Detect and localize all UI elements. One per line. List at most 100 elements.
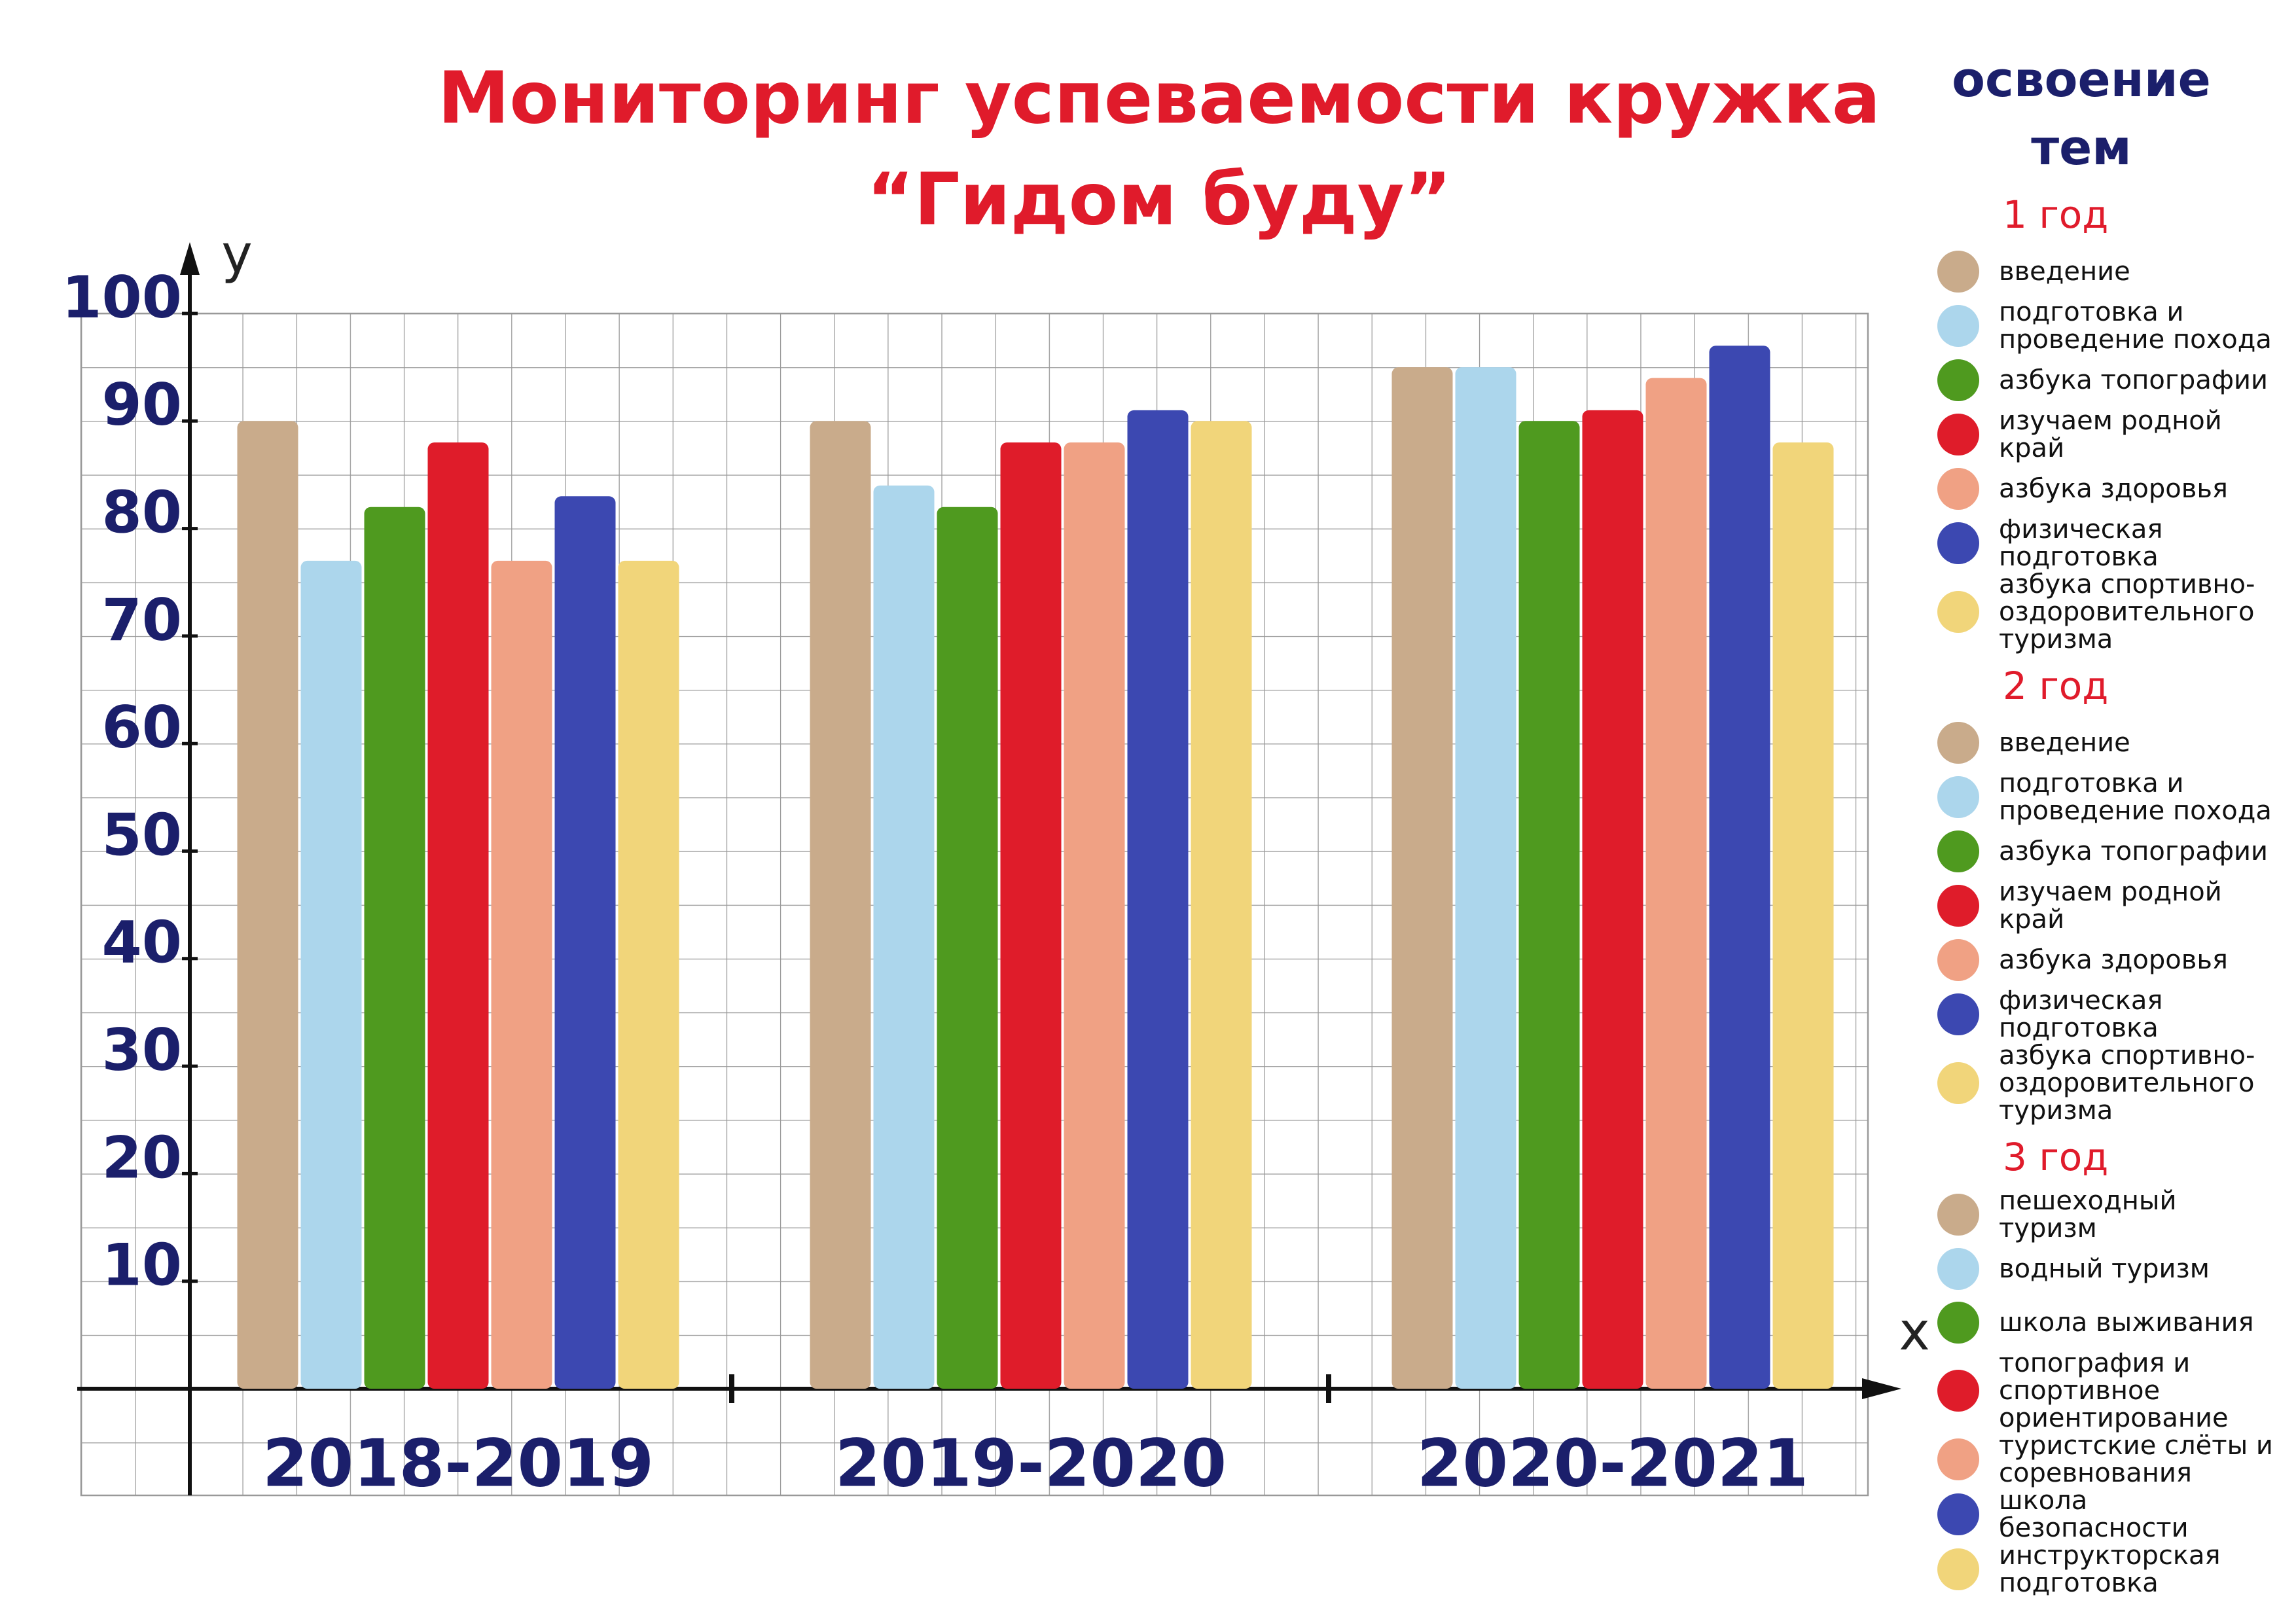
legend-swatch: [1937, 414, 1979, 455]
y-tick-label: 60: [102, 694, 182, 761]
legend-item: азбука спортивно-оздоровительного туризм…: [1937, 1042, 2278, 1124]
legend: освоение тем 1 год введение подготовка и п…: [1937, 46, 2278, 1597]
y-tick-label: 80: [102, 479, 182, 546]
legend-swatch: [1937, 251, 1979, 293]
legend-item: введение: [1937, 716, 2278, 770]
legend-swatch: [1937, 1438, 1979, 1480]
legend-item: подготовка и проведение похода: [1937, 770, 2278, 825]
bar: [1582, 410, 1643, 1389]
bar: [1709, 346, 1770, 1389]
x-tick-label: 2020-2021: [1417, 1425, 1808, 1501]
legend-swatch: [1937, 1493, 1979, 1535]
bar: [300, 560, 362, 1389]
x-tick-label: 2019-2020: [835, 1425, 1227, 1501]
y-tick-label: 50: [102, 801, 182, 868]
legend-item: туристские слёты и соревнования: [1937, 1432, 2278, 1487]
legend-item: инструкторская подготовка: [1937, 1542, 2278, 1597]
legend-item: школа безопасности: [1937, 1487, 2278, 1542]
legend-label: введение: [1999, 257, 2130, 287]
bar: [1645, 378, 1707, 1389]
legend-swatch: [1937, 522, 1979, 564]
bar: [1391, 367, 1453, 1389]
legend-swatch: [1937, 1302, 1979, 1344]
legend-item: водный туризм: [1937, 1242, 2278, 1296]
legend-swatch: [1937, 359, 1979, 401]
legend-label: школа выживания: [1999, 1308, 2254, 1338]
legend-label: школа безопасности: [1999, 1486, 2189, 1543]
legend-label: азбука здоровья: [1999, 474, 2228, 504]
bar: [1000, 442, 1062, 1389]
bar: [554, 496, 616, 1389]
legend-item: азбука топографии: [1937, 353, 2278, 407]
y-axis-label: y: [221, 224, 252, 285]
legend-swatch: [1937, 722, 1979, 764]
legend-group-title: 2 год: [2003, 664, 2109, 708]
legend-item: физическая подготовка: [1937, 987, 2278, 1042]
y-tick-label: 30: [102, 1016, 182, 1084]
legend-swatch: [1937, 993, 1979, 1035]
legend-label: физическая подготовка: [1999, 514, 2163, 572]
y-tick-label: 100: [62, 264, 182, 331]
legend-label: подготовка и проведение похода: [1999, 768, 2272, 826]
legend-label: пешеходный туризм: [1999, 1186, 2177, 1243]
x-axis-label: x: [1899, 1301, 1929, 1362]
chart-subtitle: “Гидом буду”: [867, 157, 1451, 241]
legend-label: туристские слёты и соревнования: [1999, 1431, 2273, 1488]
y-axis-arrow: [180, 242, 200, 275]
legend-swatch: [1937, 1062, 1979, 1104]
bar: [1064, 442, 1125, 1389]
legend-swatch: [1937, 1194, 1979, 1236]
y-tick-label: 70: [102, 586, 182, 654]
legend-title: освоение тем: [1952, 52, 2211, 176]
x-tick-label: 2018-2019: [262, 1425, 654, 1501]
legend-item: азбука топографии: [1937, 825, 2278, 878]
legend-label: азбука спортивно-оздоровительного туризм…: [1999, 569, 2255, 654]
legend-label: топография и спортивное ориентирование: [1999, 1348, 2229, 1433]
chart-title: Мониторинг успеваемости кружка: [438, 56, 1880, 139]
bar: [1191, 421, 1252, 1389]
legend-item: физическая подготовка: [1937, 516, 2278, 571]
bar: [873, 485, 935, 1389]
legend-label: азбука топографии: [1999, 836, 2269, 866]
bar: [810, 421, 871, 1389]
y-tick-label: 90: [102, 371, 182, 438]
legend-group-title: 1 год: [2003, 192, 2109, 237]
legend-swatch: [1937, 939, 1979, 981]
bar: [364, 507, 425, 1389]
bar: [1772, 442, 1834, 1389]
legend-swatch: [1937, 830, 1979, 872]
x-axis-arrow: [1862, 1378, 1901, 1399]
legend-swatch: [1937, 305, 1979, 347]
legend-item: изучаем родной край: [1937, 878, 2278, 933]
legend-item: топография и спортивное ориентирование: [1937, 1349, 2278, 1432]
legend-swatch: [1937, 468, 1979, 510]
bar: [1455, 367, 1516, 1389]
legend-label: изучаем родной край: [1999, 406, 2222, 463]
legend-label: инструкторская подготовка: [1999, 1541, 2221, 1598]
legend-group-title: 3 год: [2003, 1135, 2109, 1179]
legend-label: азбука спортивно-оздоровительного туризм…: [1999, 1041, 2255, 1126]
legend-label: подготовка и проведение похода: [1999, 297, 2272, 355]
legend-swatch: [1937, 776, 1979, 818]
legend-item: школа выживания: [1937, 1296, 2278, 1349]
y-tick-label: 10: [102, 1232, 182, 1299]
legend-swatch: [1937, 885, 1979, 927]
bar: [937, 507, 998, 1389]
legend-item: пешеходный туризм: [1937, 1187, 2278, 1242]
bar: [427, 442, 489, 1389]
legend-label: азбука топографии: [1999, 365, 2269, 395]
legend-label: физическая подготовка: [1999, 986, 2163, 1043]
legend-label: введение: [1999, 728, 2130, 758]
legend-item: введение: [1937, 245, 2278, 298]
legend-swatch: [1937, 591, 1979, 633]
chart: Мониторинг успеваемости кружка “Гидом бу…: [62, 56, 1930, 1502]
legend-swatch: [1937, 1248, 1979, 1290]
legend-swatch: [1937, 1370, 1979, 1412]
y-tick-label: 40: [102, 909, 182, 976]
legend-label: водный туризм: [1999, 1254, 2210, 1284]
bar: [491, 560, 552, 1389]
y-tick-label: 20: [102, 1124, 182, 1191]
bar: [1518, 421, 1580, 1389]
bar: [618, 560, 679, 1389]
